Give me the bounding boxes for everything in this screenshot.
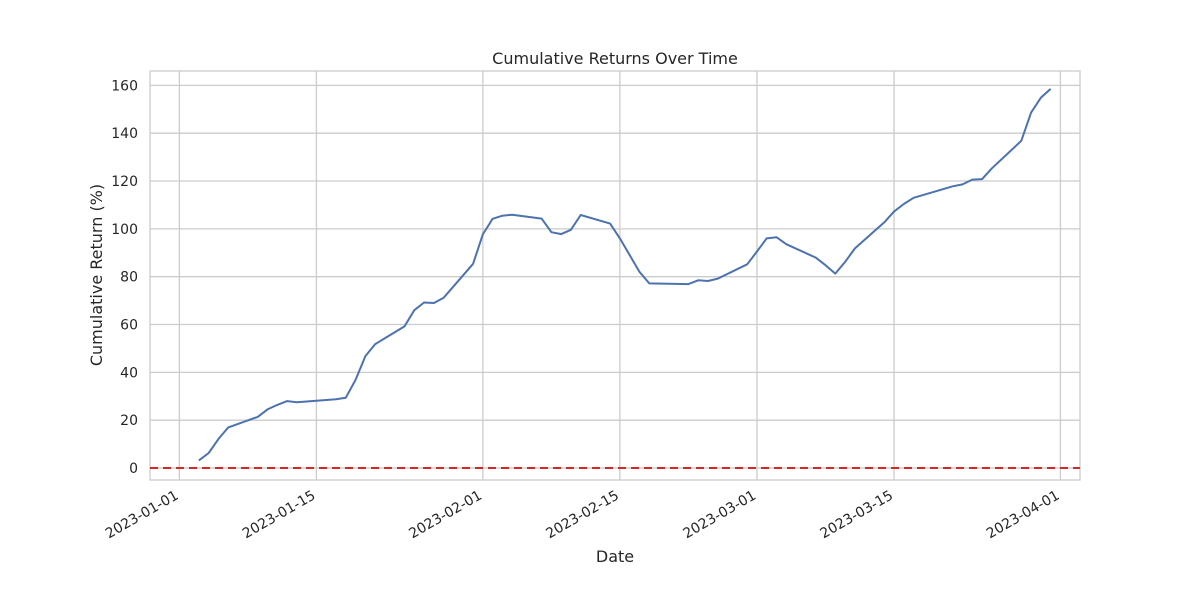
x-tick-label: 2023-01-15 bbox=[240, 488, 318, 543]
y-tick-label: 100 bbox=[111, 222, 138, 238]
y-tick-label: 0 bbox=[129, 461, 138, 477]
plot-area bbox=[149, 70, 1081, 481]
x-tick-label: 2023-02-01 bbox=[406, 488, 484, 543]
x-tick-label: 2023-03-01 bbox=[680, 488, 758, 543]
y-tick-label: 40 bbox=[120, 365, 138, 381]
y-axis-ticks: 0 20 40 60 80 100 120 140 160 bbox=[111, 78, 138, 477]
y-tick-label: 160 bbox=[111, 78, 138, 94]
x-tick-label: 2023-02-15 bbox=[543, 488, 621, 543]
x-tick-label: 2023-03-15 bbox=[818, 488, 896, 543]
y-tick-label: 140 bbox=[111, 126, 138, 142]
y-tick-label: 20 bbox=[120, 413, 138, 429]
chart-title: Cumulative Returns Over Time bbox=[492, 49, 738, 68]
x-tick-label: 2023-04-01 bbox=[984, 488, 1062, 543]
series-line bbox=[198, 88, 1052, 462]
x-axis-label: Date bbox=[596, 547, 634, 566]
y-tick-label: 120 bbox=[111, 174, 138, 190]
y-axis-label: Cumulative Return (%) bbox=[87, 184, 106, 366]
grid-lines bbox=[150, 71, 1080, 480]
y-tick-label: 60 bbox=[120, 318, 138, 334]
x-axis-ticks: 2023-01-01 2023-01-15 2023-02-01 2023-02-15… bbox=[103, 488, 1063, 543]
y-tick-label: 80 bbox=[120, 270, 138, 286]
x-tick-label: 2023-01-01 bbox=[103, 488, 181, 543]
